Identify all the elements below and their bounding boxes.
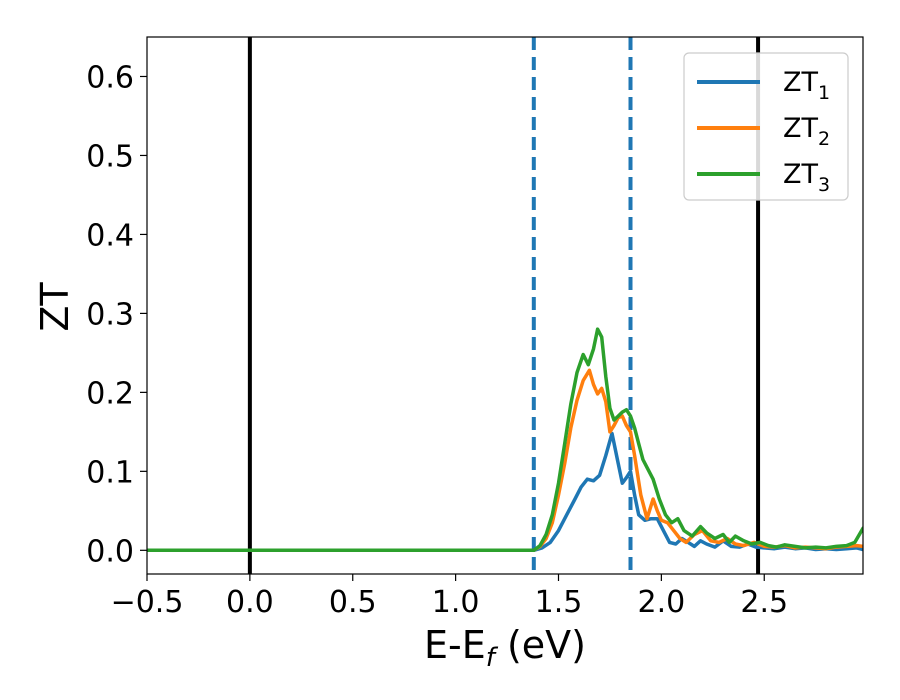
y-axis-label: ZT: [33, 282, 77, 332]
series-line-zt3: [147, 327, 863, 553]
y-tick-label: 0.5: [86, 139, 134, 174]
x-tick-label: 1.0: [432, 585, 480, 620]
plot-frame: [146, 36, 864, 575]
legend-box: [683, 52, 849, 201]
y-tick-label: 0.2: [86, 376, 134, 411]
legend-label-zt1: ZT1: [783, 67, 830, 104]
legend: ZT1 ZT2 ZT3: [683, 52, 849, 201]
x-tick-label: 2.0: [638, 585, 686, 620]
y-tick-label: 0.4: [86, 218, 134, 253]
y-tick-label: 0.1: [86, 455, 134, 490]
x-tick-label: 0.5: [329, 585, 377, 620]
legend-label-zt3: ZT3: [783, 159, 830, 196]
x-tick-label: 2.5: [740, 585, 788, 620]
y-tick-label: 0.0: [86, 534, 134, 569]
legend-label-zt2: ZT2: [783, 113, 830, 150]
x-tick-label: 1.5: [535, 585, 583, 620]
x-tick-label: −0.5: [111, 585, 184, 620]
series-lines: [147, 327, 863, 553]
x-axis-label: E-Ef (eV): [424, 623, 586, 673]
y-tick-label: 0.6: [86, 60, 134, 95]
y-tick-label: 0.3: [86, 297, 134, 332]
x-tick-label: 0.0: [226, 585, 274, 620]
x-axis: −0.5 0.0 0.5 1.0 1.5 2.0 2.5: [111, 574, 788, 620]
y-axis: 0.0 0.1 0.2 0.3 0.4 0.5 0.6: [86, 60, 147, 569]
